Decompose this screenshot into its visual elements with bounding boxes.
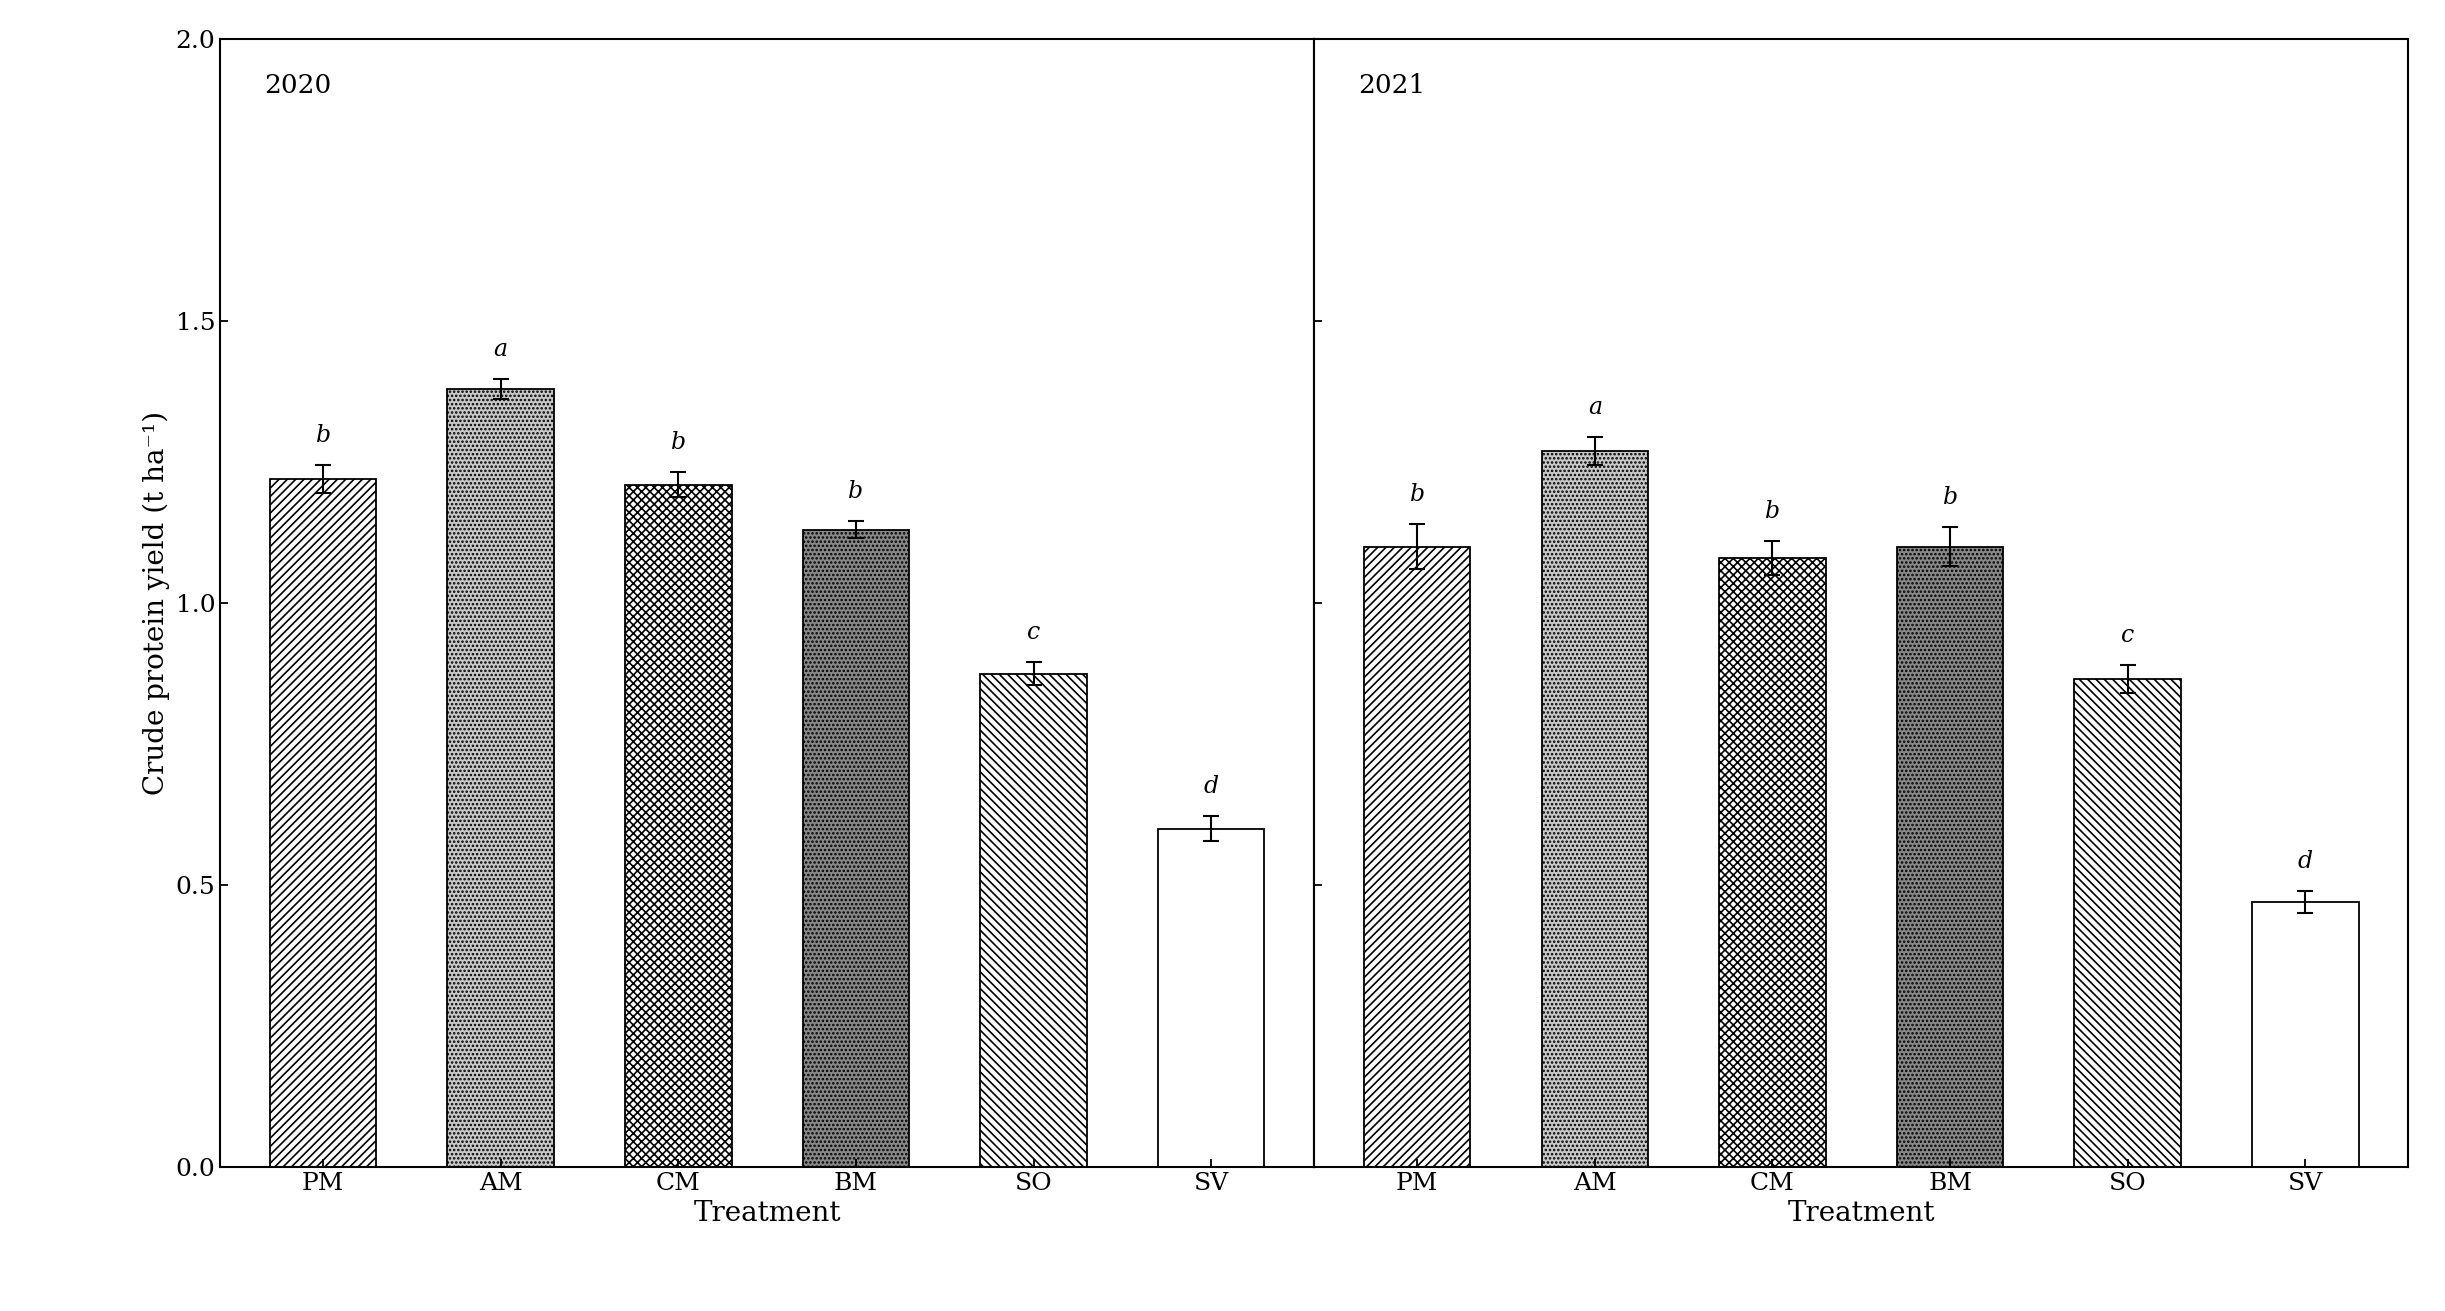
Bar (1897, 547, 2002, 1167)
Text: d: d (1203, 775, 1218, 798)
Bar (2252, 902, 2359, 1167)
Text: a: a (494, 338, 509, 361)
Text: b: b (848, 480, 863, 503)
Text: b: b (315, 423, 330, 447)
Bar (1719, 558, 1826, 1167)
X-axis label: Treatment: Treatment (694, 1200, 841, 1227)
Bar (269, 479, 377, 1167)
Bar (447, 389, 555, 1167)
Bar (1364, 547, 1469, 1167)
Text: a: a (1587, 396, 1601, 418)
Text: b: b (1411, 482, 1425, 506)
Bar (802, 530, 910, 1167)
Bar (2073, 679, 2181, 1167)
Text: b: b (670, 431, 687, 454)
Bar (626, 485, 731, 1167)
Text: c: c (1027, 621, 1039, 644)
Text: c: c (2122, 624, 2134, 648)
Bar (1540, 451, 1648, 1167)
Text: d: d (2298, 850, 2313, 873)
Y-axis label: Crude protein yield (t ha⁻¹): Crude protein yield (t ha⁻¹) (142, 410, 169, 796)
Text: b: b (1941, 486, 1958, 509)
X-axis label: Treatment: Treatment (1787, 1200, 1934, 1227)
Text: b: b (1765, 499, 1780, 523)
Bar (980, 674, 1088, 1167)
Text: 2021: 2021 (1357, 73, 1425, 98)
Text: 2020: 2020 (264, 73, 330, 98)
Bar (1159, 829, 1264, 1167)
